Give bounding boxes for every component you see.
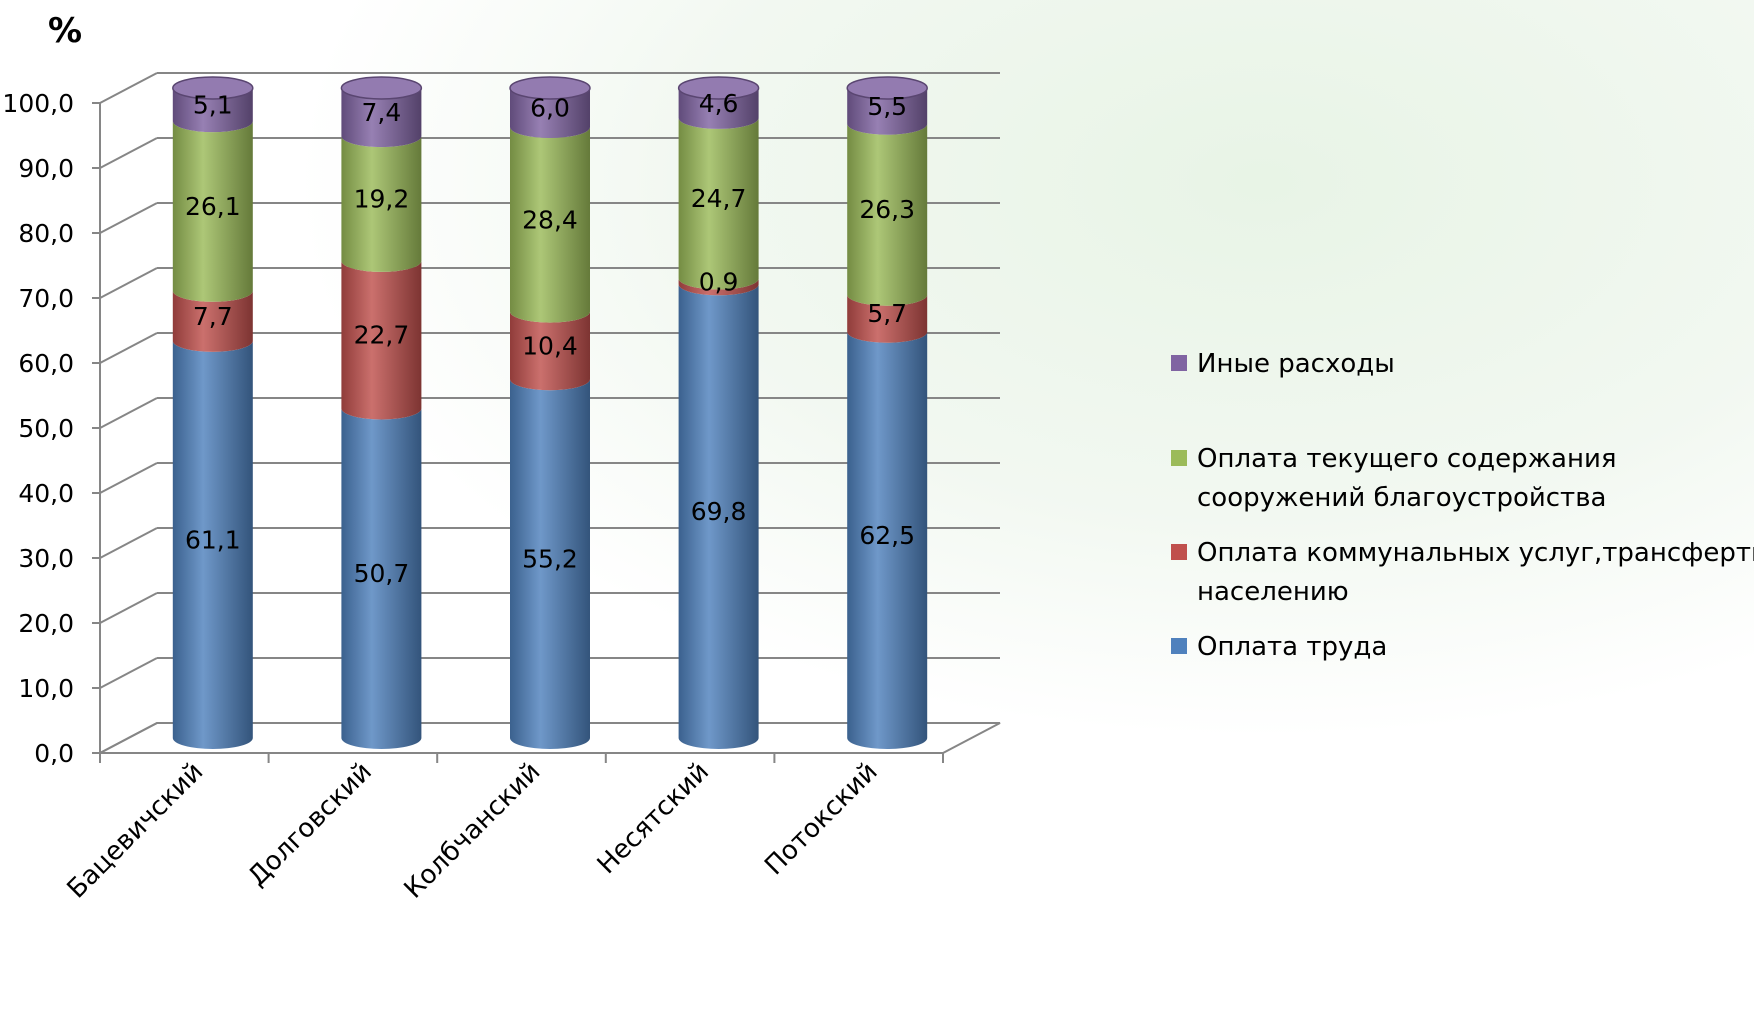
data-label: 61,1 (185, 525, 241, 554)
legend-label: Оплата текущего содержания (1197, 444, 1616, 474)
bar-stack-3 (677, 76, 760, 749)
gridline-depth (99, 527, 158, 559)
y-tick-label: 70,0 (18, 284, 74, 313)
y-tick-label: 100,0 (2, 89, 74, 118)
data-label: 5,1 (193, 91, 233, 120)
bar-segment (847, 88, 928, 135)
bar-segment (510, 379, 590, 749)
y-tick-label: 40,0 (18, 479, 74, 508)
bar-segment (678, 117, 759, 290)
bar-segment (341, 408, 422, 749)
bar-stack-0 (172, 76, 254, 749)
data-label: 10,4 (522, 331, 578, 360)
bar-segment (172, 340, 253, 749)
bar-stack-2 (509, 76, 591, 749)
bar-segment (172, 88, 253, 133)
legend-label: населению (1197, 577, 1349, 607)
bar-segment (510, 88, 590, 138)
y-tick-label: 20,0 (18, 609, 74, 638)
bar-stack-1 (340, 76, 423, 749)
legend: Иные расходы Оплата текущего содержания со… (1171, 349, 1754, 662)
y-axis-ticks: 0,0 10,0 20,0 30,0 40,0 50,0 60,0 70,0 80,0 90,0 1… (2, 89, 74, 768)
data-label: 55,2 (522, 545, 578, 574)
legend-item: Оплата труда (1171, 632, 1387, 662)
data-label: 4,6 (699, 89, 739, 118)
legend-swatch (1171, 544, 1187, 560)
data-label: 50,7 (354, 559, 410, 588)
data-label: 19,2 (354, 185, 410, 214)
bar-segment (172, 290, 253, 352)
bar-segment (678, 278, 759, 296)
y-tick-label: 50,0 (18, 414, 74, 443)
data-label: 26,1 (185, 192, 241, 221)
bar-segment (341, 136, 422, 272)
y-tick-label: 10,0 (18, 674, 74, 703)
data-label: 62,5 (859, 521, 915, 550)
gridline-depth (99, 397, 158, 429)
legend-label: Оплата труда (1197, 632, 1387, 662)
legend-label: Иные расходы (1197, 349, 1395, 379)
bar-segment (847, 331, 928, 749)
gridline-depth (99, 202, 158, 234)
gridline-depth (99, 657, 158, 689)
y-tick-label: 30,0 (18, 544, 74, 573)
legend-item: Иные расходы (1171, 349, 1395, 379)
bar-segment (847, 294, 928, 343)
data-label: 7,7 (193, 302, 233, 331)
bars (172, 76, 928, 749)
data-label: 0,9 (699, 267, 739, 296)
bar-segment (847, 123, 928, 306)
y-unit-label: % (48, 11, 82, 51)
data-label: 5,5 (867, 92, 907, 121)
bar-segment (341, 260, 422, 420)
bar-stack-4 (846, 76, 928, 749)
gridline-depth (99, 332, 158, 364)
bar-top-cap (846, 76, 928, 100)
data-label: 5,7 (867, 299, 907, 328)
legend-item: Оплата коммунальных услуг,трансферты насе… (1171, 538, 1754, 607)
data-label: 24,7 (691, 184, 747, 213)
data-label: 28,4 (522, 205, 578, 234)
gridline-depth (99, 462, 158, 494)
data-labels: 61,1 7,7 26,1 5,1 50,7 22,7 19,2 7,4 55,2 10,4 28,… (185, 89, 915, 588)
legend-swatch (1171, 450, 1187, 466)
y-tick-label: 80,0 (18, 219, 74, 248)
gridline-depth (99, 592, 158, 624)
bar-top-cap (509, 76, 591, 100)
legend-swatch (1171, 355, 1187, 371)
legend-label: Оплата коммунальных услуг,трансферты (1197, 538, 1754, 568)
legend-item: Оплата текущего содержания сооружений бла… (1171, 444, 1616, 513)
data-label: 22,7 (354, 321, 410, 350)
data-label: 26,3 (859, 195, 915, 224)
bar-top-cap (340, 76, 423, 100)
bar-top-cap (677, 76, 760, 100)
bar-segment (172, 121, 253, 302)
bar-segment (510, 127, 590, 323)
gridline-depth (99, 267, 158, 299)
y-tick-label: 90,0 (18, 154, 74, 183)
legend-label: сооружений благоустройства (1197, 483, 1606, 513)
bar-segment (341, 88, 422, 148)
data-label: 69,8 (691, 497, 747, 526)
bar-top-cap (172, 76, 254, 100)
y-tick-label: 60,0 (18, 349, 74, 378)
bar-segment (510, 311, 590, 391)
data-label: 6,0 (530, 94, 570, 123)
legend-swatch (1171, 638, 1187, 654)
data-label: 7,4 (362, 98, 402, 127)
bar-segment (678, 284, 759, 749)
gridline-depth (99, 137, 158, 169)
gridline-depth (99, 72, 158, 104)
y-tick-label: 0,0 (34, 739, 74, 768)
